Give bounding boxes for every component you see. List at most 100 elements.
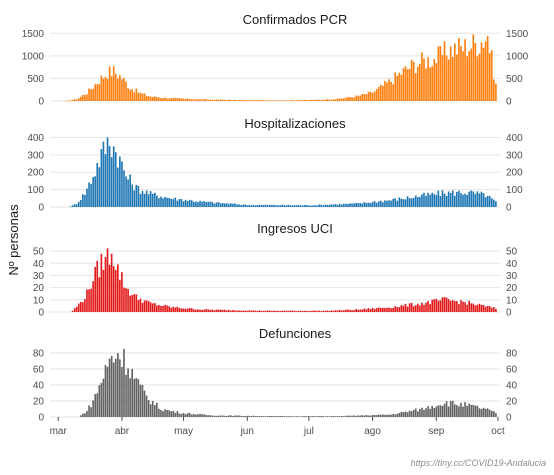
bar (84, 413, 86, 417)
bar (303, 99, 306, 101)
bar (193, 201, 195, 207)
x-tick-label: ago (364, 426, 381, 437)
bar (232, 415, 234, 417)
bar (340, 204, 343, 207)
y-tick-label-right: 1000 (506, 51, 529, 62)
y-tick-label-left: 1000 (22, 51, 45, 62)
bar (100, 149, 103, 207)
bar (285, 205, 288, 207)
bar (207, 201, 210, 207)
bar (320, 204, 323, 207)
bar (162, 198, 164, 207)
bar (396, 307, 399, 312)
bar (145, 95, 148, 101)
bar (164, 196, 166, 207)
bar (297, 205, 300, 207)
bar (433, 408, 436, 417)
bar (480, 409, 483, 417)
bar (402, 68, 405, 101)
bar (219, 203, 222, 207)
bar (269, 310, 271, 312)
bar (217, 99, 220, 101)
panel-3: Defunciones 0 0 20 20 40 40 60 60 80 80 (33, 326, 518, 424)
y-tick-label-right: 10 (506, 295, 518, 306)
bar (460, 46, 462, 101)
bar (221, 309, 224, 312)
bar (260, 100, 263, 101)
bar (394, 198, 397, 207)
bar (82, 194, 84, 207)
bar (295, 100, 298, 101)
bar (240, 204, 242, 207)
bar (199, 200, 201, 207)
bar (174, 412, 177, 417)
panel-0: Confirmados PCR 0 0 500 500 1000 1000 1500 1500 (22, 12, 529, 108)
bar (215, 415, 218, 417)
bar (90, 407, 92, 417)
bar (423, 409, 425, 417)
bar (141, 384, 144, 417)
bar (123, 287, 125, 312)
bar (322, 416, 325, 417)
bar (316, 205, 318, 207)
bar (197, 414, 199, 417)
bar (361, 203, 364, 207)
bar (244, 310, 247, 312)
bar (248, 310, 251, 312)
bar (373, 201, 376, 207)
bar (219, 415, 222, 417)
bar (88, 182, 90, 207)
bar (318, 99, 320, 101)
bar (301, 310, 304, 312)
bar (96, 162, 99, 207)
bar (221, 203, 224, 207)
bar (297, 416, 300, 417)
y-tick-label-right: 100 (506, 185, 523, 196)
bar (277, 100, 279, 101)
bar (116, 264, 119, 312)
bar (176, 98, 179, 101)
bar (242, 204, 244, 207)
bar (303, 204, 306, 207)
bar (219, 99, 222, 101)
bar (125, 81, 127, 101)
bar (369, 309, 372, 312)
bar (121, 161, 123, 207)
bar (293, 310, 296, 312)
bar (188, 307, 191, 312)
bar (412, 197, 415, 207)
bar (197, 202, 199, 207)
bar (131, 184, 134, 207)
bar (330, 99, 333, 101)
bar (223, 99, 226, 101)
y-tick-label-left: 0 (38, 308, 44, 319)
bar (349, 309, 351, 312)
bar (493, 411, 495, 417)
bar (303, 416, 306, 417)
bar (84, 194, 86, 207)
bar (377, 87, 380, 101)
bar (125, 374, 127, 417)
bar (488, 53, 491, 101)
bar (182, 98, 185, 101)
bar (199, 309, 201, 312)
bar (306, 416, 308, 417)
bar (254, 416, 257, 417)
bar (425, 302, 427, 312)
bar (166, 409, 168, 417)
bar (388, 79, 390, 101)
bar (384, 80, 386, 101)
bar (291, 416, 294, 417)
bar (256, 416, 259, 417)
bar (180, 413, 183, 417)
bar (174, 197, 177, 207)
bar (205, 309, 207, 312)
bar (423, 304, 425, 312)
y-tick-label-left: 20 (33, 283, 45, 294)
bar (96, 84, 99, 101)
bar (172, 97, 175, 101)
bar (168, 306, 170, 312)
bar (262, 416, 265, 417)
bar (269, 100, 271, 102)
